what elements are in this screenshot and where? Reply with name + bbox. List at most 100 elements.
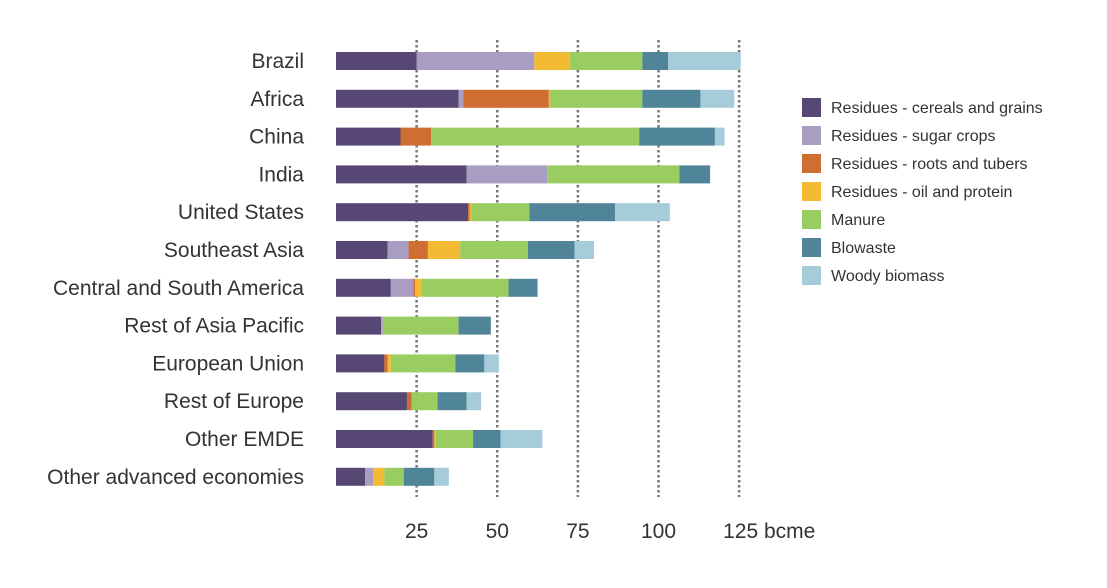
bar-united-states-series-4 [471,203,530,222]
bar-china-series-0 [336,127,401,146]
bar-africa-series-0 [336,89,459,108]
legend-swatch [802,98,821,117]
bar-rest-of-asia-pacific-series-5 [458,316,491,335]
bar-brazil-series-4 [569,52,643,70]
category-label: Other advanced economies [47,466,304,489]
bars [336,52,741,486]
bar-united-states-series-3 [469,203,472,222]
legend-label: Manure [831,212,885,229]
bar-rest-of-asia-pacific-series-1 [381,316,383,335]
bar-central-and-south-america-series-2 [413,278,416,297]
legend-swatch [802,126,821,145]
legend: Residues - cereals and grains Residues - … [802,98,1043,285]
bar-china-series-4 [431,127,640,146]
bar-other-emde-series-5 [473,430,501,448]
bar-united-states-series-6 [614,203,670,222]
bar-africa-series-3 [548,89,551,108]
bar-india-series-0 [336,165,467,184]
bar-brazil-series-5 [642,52,669,70]
bar-other-emde-series-6 [500,430,543,448]
category-label: Rest of Europe [164,390,304,413]
bar-china-series-2 [400,127,432,146]
bar-brazil-series-1 [416,52,535,70]
bar-central-and-south-america-series-1 [390,278,414,297]
x-tick-labels: 25 50 75 100 125 bcme [405,520,815,543]
category-label: Africa [250,88,304,111]
bar-india-series-5 [679,165,711,184]
bar-european-union-series-5 [455,354,485,373]
bar-brazil-series-3 [534,52,570,70]
category-label: United States [178,201,304,224]
legend-label: Residues - cereals and grains [831,100,1043,117]
x-tick-label: 50 [486,520,509,543]
bar-european-union-series-6 [484,354,499,373]
bar-central-and-south-america-series-5 [508,278,538,297]
bar-india-series-1 [466,165,548,184]
bar-central-and-south-america-series-3 [415,278,422,297]
bar-other-advanced-economies-series-4 [384,467,404,486]
x-tick-label: 100 [641,520,676,543]
category-label: Brazil [251,50,304,73]
legend-swatch [802,182,821,201]
x-tick-label: 125 bcme [723,520,815,543]
bar-southeast-asia-series-0 [336,241,388,259]
bar-other-advanced-economies-series-6 [434,467,449,486]
bar-rest-of-europe-series-2 [406,392,412,411]
x-tick-label: 75 [566,520,589,543]
legend-swatch [802,154,821,173]
bar-brazil-series-6 [668,52,741,70]
x-tick-label: 25 [405,520,428,543]
bar-southeast-asia-series-2 [408,241,428,259]
category-label: Rest of Asia Pacific [124,315,304,338]
bar-central-and-south-america-series-0 [336,278,391,297]
bar-rest-of-asia-pacific-series-0 [336,316,382,335]
bar-other-emde-series-3 [434,430,436,448]
category-label: Southeast Asia [164,239,304,262]
category-label: Other EMDE [185,428,304,451]
bar-other-advanced-economies-series-3 [373,467,385,486]
bar-africa-series-4 [550,89,643,108]
bar-southeast-asia-series-4 [460,241,528,259]
legend-label: Residues - roots and tubers [831,156,1028,173]
bar-other-emde-series-2 [432,430,435,448]
legend-label: Blowaste [831,240,896,257]
legend-label: Residues - sugar crops [831,128,996,145]
bar-other-advanced-economies-series-5 [403,467,435,486]
legend-label: Woody biomass [831,268,945,285]
bar-china-series-5 [639,127,715,146]
bar-united-states-series-5 [529,203,615,222]
category-label: China [249,126,304,149]
bar-united-states-series-2 [468,203,470,222]
bar-africa-series-2 [463,89,549,108]
bar-china-series-6 [714,127,725,146]
bar-other-emde-series-0 [336,430,433,448]
bar-rest-of-europe-series-0 [336,392,407,411]
legend-label: Residues - oil and protein [831,184,1012,201]
category-label: India [258,163,304,186]
gridlines [415,40,741,497]
bar-africa-series-6 [700,89,735,108]
bar-southeast-asia-series-1 [387,241,409,259]
bar-european-union-series-4 [390,354,456,373]
bar-other-advanced-economies-series-1 [365,467,374,486]
bar-southeast-asia-series-6 [574,241,594,259]
bar-india-series-4 [547,165,680,184]
bar-european-union-series-3 [387,354,391,373]
bar-other-advanced-economies-series-0 [336,467,366,486]
bar-united-states-series-0 [336,203,469,222]
bar-other-emde-series-4 [435,430,474,448]
bar-brazil-series-0 [336,52,417,70]
legend-swatch [802,210,821,229]
bar-africa-series-1 [458,89,464,108]
bar-central-and-south-america-series-4 [421,278,509,297]
bar-european-union-series-0 [336,354,385,373]
bar-rest-of-europe-series-5 [437,392,467,411]
bar-rest-of-europe-series-4 [411,392,438,411]
category-label: European Union [152,352,304,375]
category-labels: Brazil Africa China India United States South… [47,50,304,489]
bar-rest-of-europe-series-6 [466,392,482,411]
bar-africa-series-5 [642,89,701,108]
bar-southeast-asia-series-3 [427,241,461,259]
